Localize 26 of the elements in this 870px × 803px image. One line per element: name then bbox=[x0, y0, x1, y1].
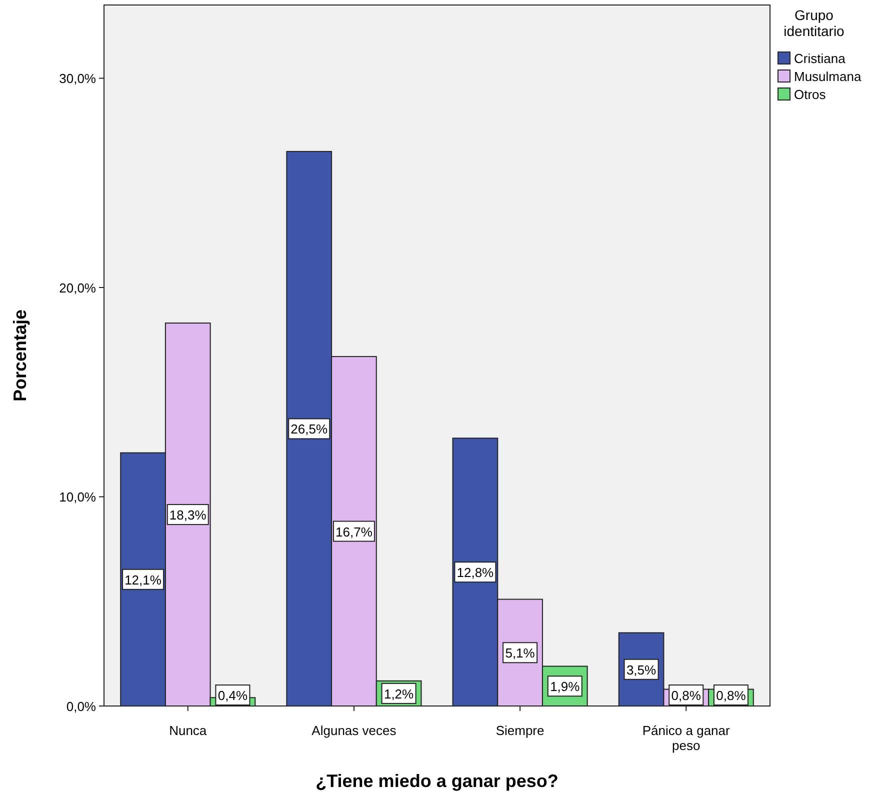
data-label: 0,8% bbox=[716, 688, 746, 703]
x-tick-label: Siempre bbox=[496, 723, 544, 738]
y-tick-label: 0,0% bbox=[66, 699, 96, 714]
x-tick-label: Pánico a ganar peso bbox=[642, 723, 731, 753]
data-label: 18,3% bbox=[169, 508, 207, 523]
data-label: 0,8% bbox=[671, 688, 702, 703]
data-label: 3,5% bbox=[626, 662, 657, 678]
y-axis-title: Porcentaje bbox=[10, 309, 30, 402]
x-tick-label: Algunas veces bbox=[312, 723, 397, 738]
legend-label: Cristiana bbox=[794, 51, 846, 66]
data-label: 0,4% bbox=[218, 688, 248, 703]
y-tick-label: 30,0% bbox=[59, 71, 96, 86]
data-label: 12,1% bbox=[124, 572, 162, 588]
data-label: 1,9% bbox=[550, 679, 580, 694]
data-label: 26,5% bbox=[290, 422, 328, 437]
x-axis-title: ¿Tiene miedo a ganar peso? bbox=[316, 771, 558, 791]
data-label: 5,1% bbox=[505, 646, 536, 661]
y-tick-label: 20,0% bbox=[59, 280, 96, 296]
data-label: 12,8% bbox=[456, 565, 494, 580]
data-label: 1,2% bbox=[384, 686, 414, 702]
legend-label: Musulmana bbox=[794, 69, 862, 84]
y-tick-label: 10,0% bbox=[59, 490, 96, 505]
legend-title: Grupo identitario bbox=[784, 7, 845, 39]
data-label: 16,7% bbox=[336, 524, 373, 540]
legend-label: Otros bbox=[794, 87, 826, 102]
x-tick-label: Nunca bbox=[169, 723, 208, 738]
